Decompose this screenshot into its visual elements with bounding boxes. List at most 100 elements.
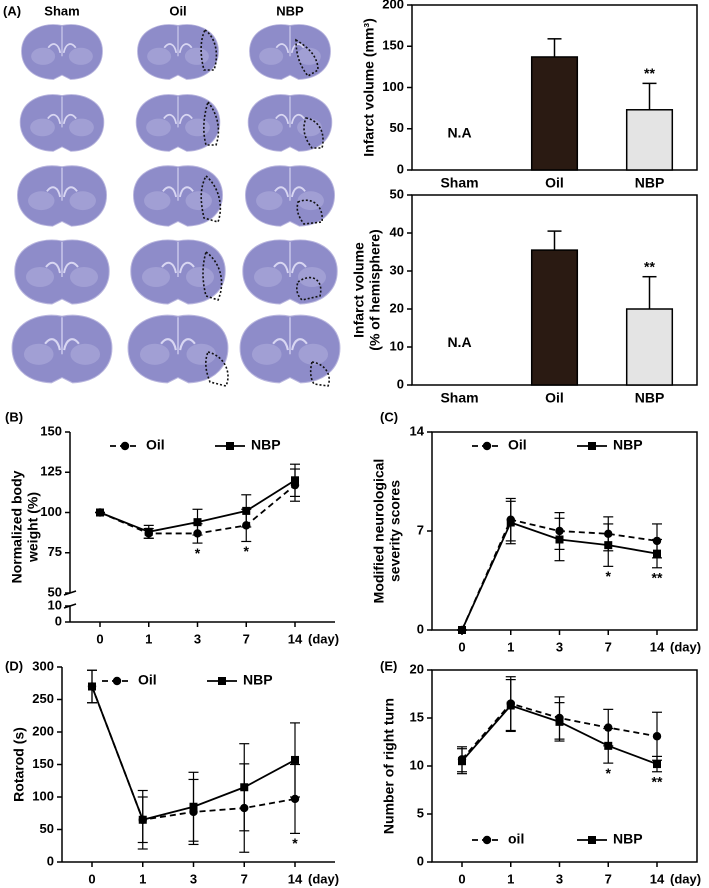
y-tick-label: 200 <box>32 723 54 738</box>
x-axis-label: (day) <box>308 871 339 886</box>
y-axis-label: Infarct volume (mm³) <box>361 18 377 156</box>
panel-label: (D) <box>5 658 23 673</box>
x-tick-label: 7 <box>241 871 248 886</box>
lesion-outline <box>295 38 319 78</box>
legend-label: NBP <box>613 831 643 847</box>
x-tick-label: NBP <box>635 390 665 406</box>
y-tick-label: 300 <box>32 658 54 673</box>
x-tick-label: 0 <box>96 631 103 646</box>
column-label: Sham <box>44 3 79 18</box>
legend-label: NBP <box>251 437 281 453</box>
y-tick-label: 75 <box>48 544 62 559</box>
value-annotation: * <box>606 568 612 584</box>
x-tick-label: 3 <box>190 871 197 886</box>
x-tick-label: Oil <box>545 175 564 191</box>
brain-section <box>129 238 227 306</box>
lesion-outline <box>309 361 330 387</box>
brain-section <box>248 23 332 81</box>
brain-section <box>13 238 111 306</box>
y-tick-label: 20 <box>410 661 424 676</box>
y-tick-label: 50 <box>390 186 404 201</box>
y-tick-label: 125 <box>40 464 62 479</box>
y-axis-label: Number of right turn <box>381 698 397 834</box>
value-annotation: * <box>195 545 201 561</box>
value-annotation: ** <box>652 569 663 585</box>
x-tick-label: NBP <box>635 175 665 191</box>
legend-marker <box>482 441 492 451</box>
x-tick-label: 1 <box>507 871 514 886</box>
value-annotation: * <box>292 835 298 851</box>
y-tick-label: 0 <box>55 613 62 628</box>
x-tick-label: 0 <box>458 871 465 886</box>
y-tick-label: 20 <box>390 300 404 315</box>
marker <box>138 815 147 824</box>
x-tick-label: 3 <box>556 639 563 654</box>
brain-section <box>241 238 339 306</box>
x-tick-label: Oil <box>545 390 564 406</box>
bar <box>530 56 579 171</box>
brain-section <box>20 23 104 81</box>
lesion-outline <box>200 174 222 223</box>
y-tick-label: 50 <box>40 821 54 836</box>
x-axis-label: (day) <box>670 639 701 654</box>
marker <box>604 741 613 750</box>
lesion-outline <box>296 199 323 225</box>
y-tick-label: 10 <box>48 597 62 612</box>
value-annotation: N.A <box>447 334 471 350</box>
y-tick-label: 50 <box>48 584 62 599</box>
legend-marker <box>218 677 226 685</box>
y-axis-label: Modified neurological <box>371 459 387 604</box>
y-tick-label: 150 <box>40 423 62 438</box>
lesion-outlines <box>200 28 330 387</box>
y-tick-label: 0 <box>417 853 424 868</box>
value-annotation: ** <box>644 65 655 81</box>
x-tick-label: 0 <box>458 639 465 654</box>
y-axis-label: Infarct volume <box>351 242 367 338</box>
x-tick-label: 7 <box>243 631 250 646</box>
x-tick-label: 14 <box>288 871 303 886</box>
y-tick-label: 0 <box>417 621 424 636</box>
lesion-outline <box>203 100 220 146</box>
brain-images <box>10 23 342 384</box>
y-tick-label: 100 <box>40 504 62 519</box>
legend-label: Oil <box>138 672 157 688</box>
column-label: Oil <box>169 3 186 18</box>
y-tick-label: 150 <box>382 38 404 53</box>
value-annotation: ** <box>652 773 663 789</box>
legend-label: Oil <box>146 437 165 453</box>
marker <box>189 802 198 811</box>
y-tick-label: 100 <box>32 788 54 803</box>
panel-label: (E) <box>380 658 397 673</box>
marker <box>652 732 662 741</box>
marker <box>555 535 564 544</box>
marker <box>144 527 153 536</box>
y-tick-label: 250 <box>32 691 54 706</box>
y-tick-label: 30 <box>390 262 404 277</box>
bar <box>625 308 674 386</box>
marker <box>193 518 202 527</box>
y-tick-label: 200 <box>382 0 404 11</box>
legend-label: NBP <box>243 672 273 688</box>
y-tick-label: 0 <box>397 161 404 176</box>
brain-section <box>10 314 114 384</box>
legend-label: Oil <box>508 437 527 453</box>
brain-section <box>132 164 224 228</box>
y-tick-label: 50 <box>390 120 404 135</box>
y-tick-label: 150 <box>32 756 54 771</box>
x-tick-label: Sham <box>440 390 478 406</box>
marker <box>291 476 299 485</box>
lesion-outline <box>296 276 322 301</box>
marker <box>458 626 466 634</box>
y-tick-label: 14 <box>410 423 425 438</box>
marker <box>88 682 96 691</box>
marker <box>291 755 299 764</box>
marker <box>604 723 613 732</box>
y-tick-label: 100 <box>382 79 404 94</box>
brain-section <box>16 164 108 228</box>
x-tick-label: 3 <box>194 631 201 646</box>
bar <box>530 249 579 386</box>
marker <box>240 783 249 792</box>
value-annotation: ** <box>644 258 655 274</box>
panel-label: (C) <box>380 409 398 424</box>
legend-marker <box>588 836 596 844</box>
